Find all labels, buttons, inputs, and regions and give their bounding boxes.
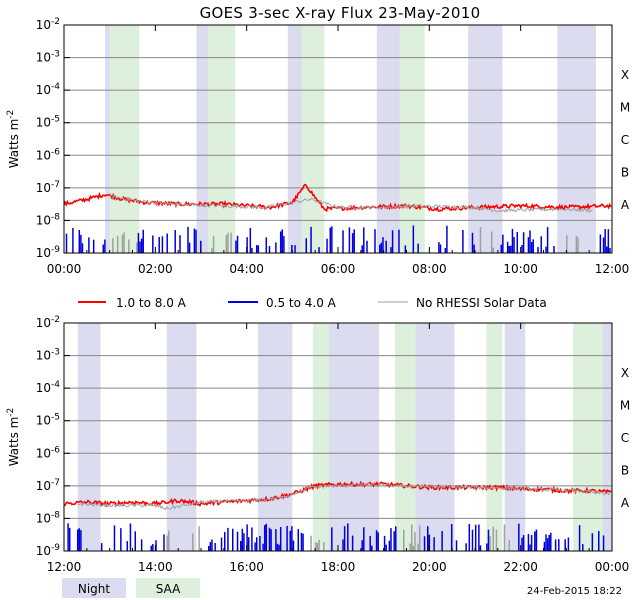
x-tick-label: 14:00 [138,560,173,574]
y-tick-label: 10-4 [36,380,61,395]
x-tick-label: 12:00 [595,262,630,276]
x-tick-label: 22:00 [503,560,538,574]
key-saa-swatch [136,578,200,598]
y-tick-label: 10-3 [36,50,60,65]
saa-band [312,323,329,551]
flare-class-label: M [620,398,630,412]
saa-band [207,25,236,253]
x-tick-label: 12:00 [47,560,82,574]
x-tick-label: 04:00 [229,262,264,276]
y-tick-label: 10-7 [36,478,60,493]
flare-class-label: A [621,496,630,510]
y-tick-label: 10-2 [36,17,60,32]
night-band [77,323,101,551]
flare-class-label: C [621,431,629,445]
y-tick-label: 10-6 [36,445,61,460]
y-axis-title: Watts m-2 [6,110,21,169]
footer-timestamp: 24-Feb-2015 18:22 [527,586,622,597]
panel-bottom: 12:00 14:00 16:00 18:00 20:00 22:00 00:00 10-9 1… [6,315,630,574]
x-tick-label: 18:00 [321,560,356,574]
night-band [258,323,293,551]
flare-class-label: C [621,133,629,147]
x-tick-label: 16:00 [229,560,264,574]
saa-band [395,323,416,551]
y-tick-label: 10-4 [36,82,61,97]
legend-label-no-rhessi: No RHESSI Solar Data [416,296,547,310]
night-band [326,323,380,551]
flare-class-label: X [621,68,629,82]
x-tick-label: 02:00 [138,262,173,276]
y-tick-label: 10-5 [36,413,60,428]
legend-label-short: 0.5 to 4.0 A [266,296,337,310]
saa-band [301,25,325,253]
y-tick-label: 10-8 [36,212,61,227]
x-tick-label: 06:00 [321,262,356,276]
x-tick-label: 00:00 [47,262,82,276]
key-night-swatch [62,578,126,598]
y-tick-label: 10-7 [36,180,60,195]
flare-class-label: M [620,100,630,114]
night-band [557,25,597,253]
night-band [504,323,526,551]
series-long-line [63,183,612,213]
saa-band [573,323,603,551]
saa-band [399,25,425,253]
y-tick-label: 10-9 [36,543,61,558]
key-night-label: Night [78,582,111,596]
y-tick-label: 10-8 [36,510,61,525]
y-tick-label: 10-9 [36,245,61,260]
flare-class-label: B [621,166,629,180]
legend: 1.0 to 8.0 A 0.5 to 4.0 A No RHESSI Sola… [78,296,547,310]
night-band [468,25,503,253]
flare-class-label: X [621,366,629,380]
y-tick-label: 10-3 [36,348,60,363]
flare-class-label: A [621,198,630,212]
y-axis-title: Watts m-2 [6,408,21,467]
series-no-rhessi-line [77,481,612,511]
series-no-rhessi-line [109,194,593,214]
night-band [166,323,197,551]
y-tick-label: 10-5 [36,115,60,130]
saa-band [486,323,503,551]
plot-frame [63,24,613,254]
x-tick-label: 00:00 [595,560,630,574]
y-tick-label: 10-6 [36,147,61,162]
flare-class-label: B [621,464,629,478]
chart-title: GOES 3-sec X-ray Flux 23-May-2010 [200,4,481,22]
x-tick-label: 10:00 [503,262,538,276]
y-tick-label: 10-2 [36,315,60,330]
legend-label-long: 1.0 to 8.0 A [116,296,187,310]
x-tick-label: 20:00 [412,560,447,574]
panel-top: 00:00 02:00 04:00 06:00 08:00 10:00 12:00 10-9 1… [6,17,630,276]
x-tick-label: 08:00 [412,262,447,276]
key-saa-label: SAA [156,582,181,596]
saa-band [109,25,140,253]
